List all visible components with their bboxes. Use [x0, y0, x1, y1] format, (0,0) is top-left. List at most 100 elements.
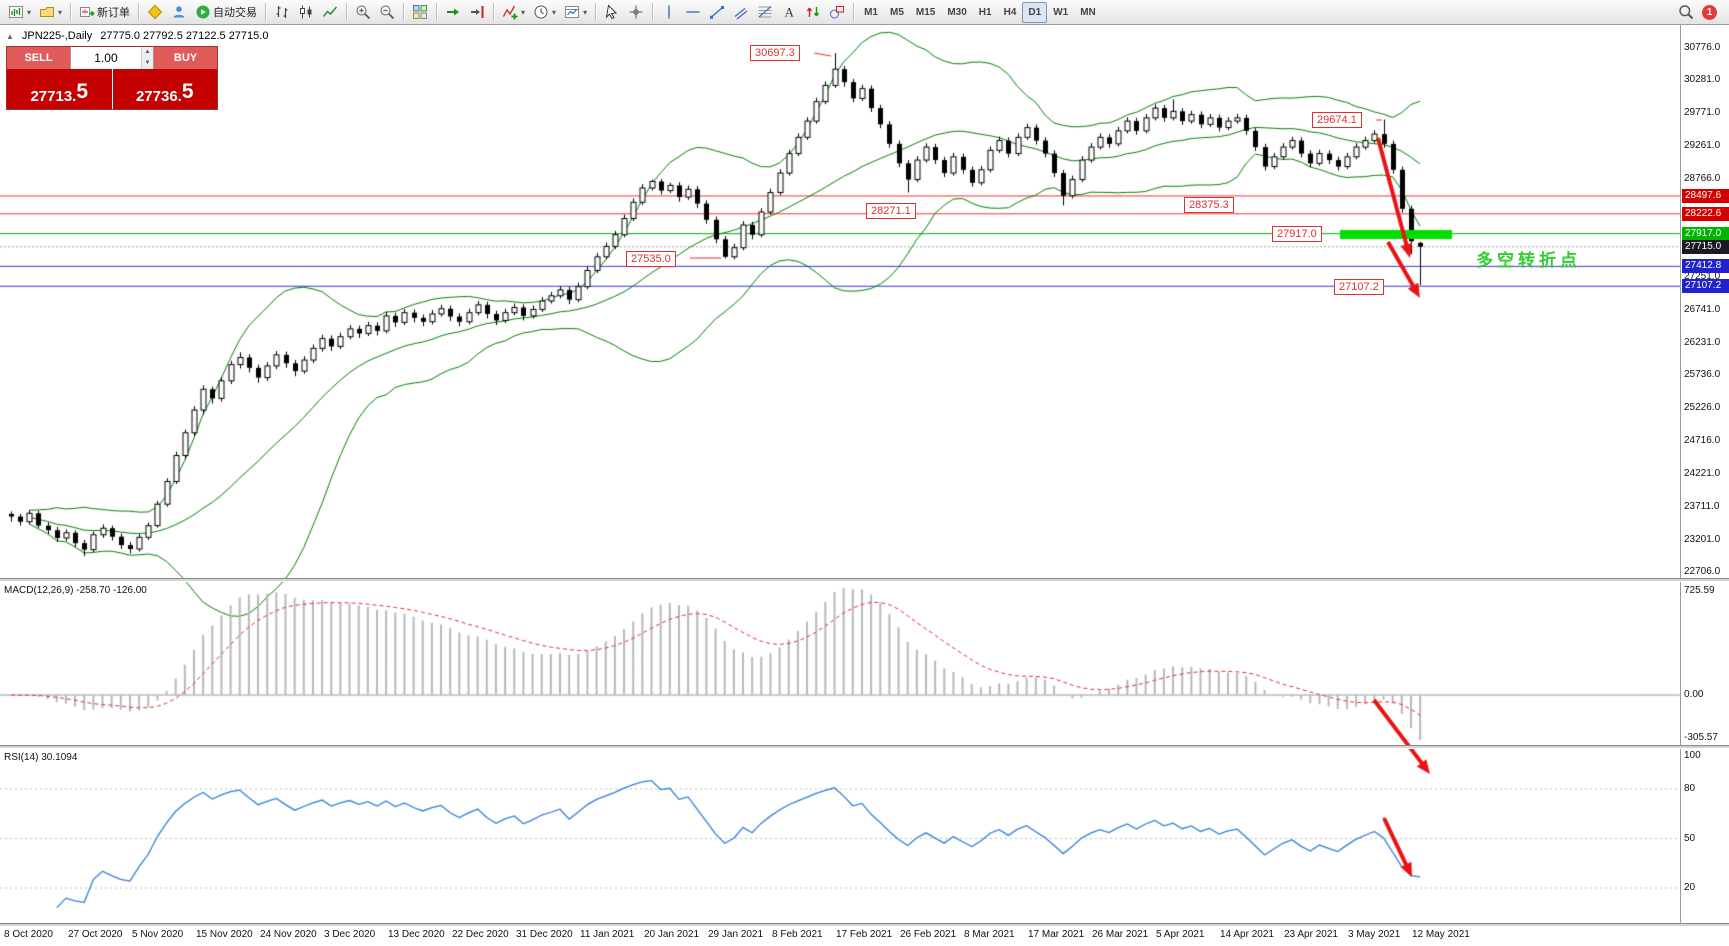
accounts-button[interactable] — [167, 2, 191, 23]
bars-icon — [274, 4, 290, 20]
timeframe-m30-button[interactable]: M30 — [941, 2, 972, 23]
timeframe-h4-button[interactable]: H4 — [998, 2, 1023, 23]
arrowsym-icon — [805, 4, 821, 20]
timeframe-w1-button[interactable]: W1 — [1047, 2, 1074, 23]
chart-symbol-label: JPN225-,Daily — [21, 30, 93, 42]
chart-shift-button[interactable] — [465, 2, 489, 23]
crosshair-icon — [628, 4, 644, 20]
clock-icon — [533, 4, 549, 20]
timeframe-m1-button-label: M1 — [864, 6, 878, 18]
periods-button[interactable]: ▾ — [529, 2, 560, 23]
search-icon — [1678, 4, 1694, 20]
arrows-button[interactable] — [801, 2, 825, 23]
chart-ohlc-values: 27775.0 27792.5 27122.5 27715.0 — [100, 30, 269, 42]
toolbar-separator — [403, 3, 405, 21]
zoomin-icon — [355, 4, 371, 20]
candles-chart-button[interactable] — [294, 2, 318, 23]
tile-windows-button[interactable] — [408, 2, 432, 23]
timeframe-h1-button[interactable]: H1 — [973, 2, 998, 23]
one-click-trading-panel: SELL ▲ ▼ BUY 27713.5 27736.5 — [6, 46, 218, 110]
new-chart-button[interactable]: ▾ — [4, 2, 35, 23]
templates-button[interactable]: ▾ — [560, 2, 591, 23]
play-icon — [195, 4, 211, 20]
fibonacci-button[interactable] — [753, 2, 777, 23]
new-order-button[interactable]: 新订单 — [75, 2, 134, 23]
tiles-icon — [412, 4, 428, 20]
buy-price-pip: 5 — [181, 80, 194, 103]
profiles-icon — [39, 4, 55, 20]
auto-trading-button[interactable]: 自动交易 — [191, 2, 261, 23]
shapes-button[interactable] — [825, 2, 849, 23]
macd-name: MACD(12,26,9) — [4, 585, 74, 596]
horizontal-line-button[interactable] — [681, 2, 705, 23]
trendline-button[interactable] — [705, 2, 729, 23]
notification-badge[interactable]: 1 — [1702, 4, 1717, 20]
fib-icon — [757, 4, 773, 20]
volume-field: ▲ ▼ — [70, 47, 154, 69]
dropdown-arrow-icon: ▾ — [583, 7, 588, 17]
macd-values: -258.70 -126.00 — [76, 585, 147, 596]
panel-separator[interactable] — [0, 923, 1729, 927]
toolbar-separator — [70, 3, 72, 21]
dropdown-arrow-icon: ▾ — [552, 7, 557, 17]
zoom-out-button[interactable] — [375, 2, 399, 23]
rsi-name: RSI(14) — [4, 752, 39, 763]
toolbar-separator — [595, 3, 597, 21]
indicators-button[interactable]: ▾ — [498, 2, 529, 23]
cursor-button[interactable] — [600, 2, 624, 23]
linechart-icon — [322, 4, 338, 20]
timeframe-m30-button-label: M30 — [947, 6, 967, 18]
toolbar-separator — [853, 3, 855, 21]
timeframe-mn-button-label: MN — [1080, 6, 1096, 18]
chart-symbol-icon: ▲ — [6, 31, 14, 41]
rsi-indicator-label: RSI(14) 30.1094 — [4, 752, 77, 763]
auto-scroll-button[interactable] — [441, 2, 465, 23]
toolbar-separator — [652, 3, 654, 21]
search-button[interactable] — [1674, 2, 1698, 23]
sell-price-button[interactable]: 27713. 5 — [7, 69, 112, 109]
toolbar-separator — [265, 3, 267, 21]
timeframe-mn-button[interactable]: MN — [1074, 2, 1102, 23]
price-axis-line — [1680, 25, 1681, 923]
channel-icon — [733, 4, 749, 20]
metaeditor-button[interactable] — [143, 2, 167, 23]
new-order-button-label: 新订单 — [97, 7, 131, 19]
toolbar-separator — [493, 3, 495, 21]
template-icon — [564, 4, 580, 20]
panel-separator[interactable] — [0, 578, 1729, 582]
toolbar-separator — [346, 3, 348, 21]
neworder-icon — [79, 4, 95, 20]
zoomout-icon — [379, 4, 395, 20]
cursor-icon — [604, 4, 620, 20]
toolbar-separator — [436, 3, 438, 21]
texticon-icon: A — [781, 4, 797, 20]
main-toolbar: ▾ ▾ 新订单 自动交易 ▾ ▾ ▾ A M1 M5 M15 M30 H1 H4 D1 W1 MN 1 — [0, 0, 1729, 25]
volume-down-button[interactable]: ▼ — [141, 58, 153, 69]
indicators-icon — [502, 4, 518, 20]
zoom-in-button[interactable] — [351, 2, 375, 23]
sell-button[interactable]: SELL — [7, 47, 70, 69]
volume-input[interactable] — [71, 47, 141, 69]
sell-price-pip: 5 — [76, 80, 89, 103]
toolbar-separator — [138, 3, 140, 21]
buy-price-button[interactable]: 27736. 5 — [112, 69, 217, 109]
buy-button[interactable]: BUY — [154, 47, 217, 69]
chart-title: ▲ JPN225-,Daily 27775.0 27792.5 27122.5 … — [6, 30, 268, 42]
channel-button[interactable] — [729, 2, 753, 23]
panel-separator[interactable] — [0, 745, 1729, 749]
bars-chart-button[interactable] — [270, 2, 294, 23]
crosshair-button[interactable] — [624, 2, 648, 23]
profiles-button[interactable]: ▾ — [35, 2, 66, 23]
volume-up-button[interactable]: ▲ — [141, 47, 153, 58]
dropdown-arrow-icon: ▾ — [521, 7, 526, 17]
timeframe-d1-button[interactable]: D1 — [1022, 1, 1048, 23]
macd-indicator-label: MACD(12,26,9) -258.70 -126.00 — [4, 585, 147, 596]
text-button[interactable]: A — [777, 2, 801, 23]
timeframe-m15-button[interactable]: M15 — [910, 2, 941, 23]
vertical-line-button[interactable] — [657, 2, 681, 23]
line-chart-button[interactable] — [318, 2, 342, 23]
timeframe-m5-button[interactable]: M5 — [884, 2, 910, 23]
timeframe-m1-button[interactable]: M1 — [858, 2, 884, 23]
